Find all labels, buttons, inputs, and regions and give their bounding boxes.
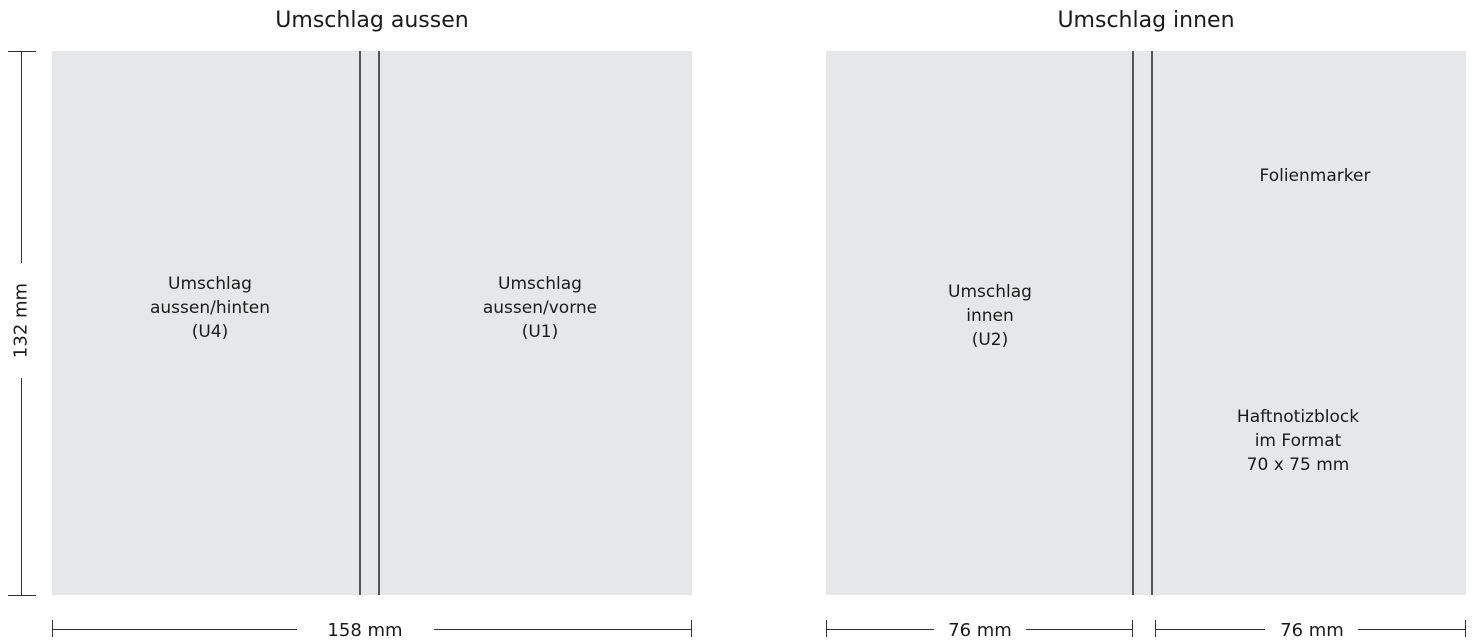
back-cover-label: Umschlag aussen/hinten (U4) bbox=[100, 272, 320, 344]
width-dim-line-left bbox=[52, 629, 297, 630]
outside-cover-panel bbox=[52, 51, 692, 595]
notepad-line-1: Haftnotizblock bbox=[1236, 407, 1360, 427]
inside-title: Umschlag innen bbox=[1057, 8, 1235, 33]
inside-left-dim-line-right bbox=[1026, 629, 1132, 630]
inside-label-line-2: innen bbox=[966, 306, 1014, 326]
height-dim-top-tick bbox=[8, 51, 36, 52]
inside-left-dim-line-left bbox=[826, 629, 934, 630]
front-label-line-1: Umschlag bbox=[498, 274, 582, 294]
height-dim-line-top bbox=[21, 51, 22, 263]
width-dim-line-right bbox=[434, 629, 692, 630]
inside-spine-line-left bbox=[1132, 51, 1134, 595]
outside-title: Umschlag aussen bbox=[275, 8, 469, 33]
inside-label-line-1: Umschlag bbox=[948, 282, 1032, 302]
inside-right-dim-left-tick bbox=[1155, 620, 1156, 637]
inside-left-dim-left-tick bbox=[826, 620, 827, 637]
inside-right-dim-right-tick bbox=[1465, 620, 1466, 637]
inside-right-dim-line-right bbox=[1358, 629, 1465, 630]
inside-spine-line-right bbox=[1151, 51, 1153, 595]
inside-label-line-3: (U2) bbox=[971, 330, 1009, 350]
width-dimension-label: 158 mm bbox=[310, 620, 420, 641]
inside-right-dim-line-left bbox=[1155, 629, 1265, 630]
front-label-line-3: (U1) bbox=[521, 322, 559, 342]
back-label-line-1: Umschlag bbox=[168, 274, 252, 294]
back-label-line-2: aussen/hinten bbox=[149, 298, 271, 318]
back-label-line-3: (U4) bbox=[191, 322, 229, 342]
notepad-line-3: 70 x 75 mm bbox=[1246, 455, 1350, 475]
inside-right-width-label: 76 mm bbox=[1270, 620, 1354, 641]
spine-line-right bbox=[378, 51, 380, 595]
width-dim-left-tick bbox=[52, 620, 53, 637]
height-dim-bottom-tick bbox=[8, 595, 36, 596]
width-dim-right-tick bbox=[691, 620, 692, 637]
front-label-line-2: aussen/vorne bbox=[482, 298, 598, 318]
notepad-label: Haftnotizblock im Format 70 x 75 mm bbox=[1188, 405, 1408, 477]
inside-cover-panel bbox=[826, 51, 1466, 595]
inside-left-dim-right-tick bbox=[1132, 620, 1133, 637]
inside-left-width-label: 76 mm bbox=[938, 620, 1022, 641]
height-dimension-label: 132 mm bbox=[10, 282, 32, 359]
spine-line-left bbox=[359, 51, 361, 595]
height-dim-line-bottom bbox=[21, 378, 22, 595]
front-cover-label: Umschlag aussen/vorne (U1) bbox=[430, 272, 650, 344]
inside-left-label: Umschlag innen (U2) bbox=[880, 280, 1100, 352]
marker-label: Folienmarker bbox=[1259, 166, 1371, 186]
notepad-line-2: im Format bbox=[1254, 431, 1342, 451]
